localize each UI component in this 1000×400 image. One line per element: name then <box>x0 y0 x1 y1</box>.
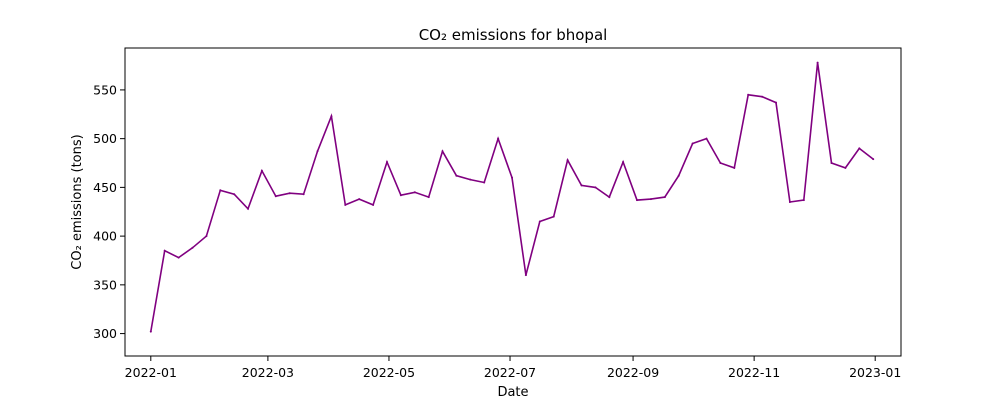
data-point <box>524 274 527 277</box>
chart-title: CO₂ emissions for bhopal <box>419 26 608 44</box>
x-axis-label: Date <box>497 385 528 400</box>
series-line <box>150 62 874 332</box>
data-point <box>274 195 277 198</box>
y-tick-label: 350 <box>93 277 117 292</box>
data-point <box>511 176 513 179</box>
data-point <box>247 207 249 210</box>
data-point <box>233 193 236 196</box>
data-point <box>191 246 194 249</box>
y-axis-ticks: 300 350 400 450 500 550 <box>93 82 125 341</box>
data-point <box>816 61 819 64</box>
y-tick-label: 400 <box>93 229 117 244</box>
data-point <box>802 199 805 202</box>
data-points <box>149 61 875 333</box>
data-point <box>302 193 305 196</box>
data-point <box>260 169 263 172</box>
x-tick-label: 2023-01 <box>849 365 901 380</box>
x-tick-label: 2022-09 <box>607 365 659 380</box>
y-axis-label: CO₂ emissions (tons) <box>70 134 85 269</box>
x-tick-label: 2022-01 <box>125 365 177 380</box>
data-point <box>566 159 569 162</box>
data-point <box>872 158 875 161</box>
data-point <box>469 178 472 181</box>
data-point <box>205 235 208 238</box>
data-point <box>594 186 597 189</box>
data-point <box>858 147 861 150</box>
data-point <box>552 215 555 218</box>
data-point <box>691 142 694 145</box>
y-tick-label: 500 <box>93 131 117 146</box>
x-tick-label: 2022-07 <box>484 365 536 380</box>
data-point <box>177 256 180 259</box>
data-point <box>775 101 777 104</box>
data-point <box>219 189 222 192</box>
y-tick-label: 450 <box>93 180 117 195</box>
data-point <box>483 181 486 184</box>
data-point <box>608 196 611 199</box>
data-point <box>538 220 541 223</box>
data-point <box>747 93 750 96</box>
data-point <box>427 196 430 199</box>
data-point <box>788 201 791 203</box>
data-point <box>663 196 666 199</box>
data-point <box>288 192 291 195</box>
data-point <box>705 137 708 140</box>
data-point <box>719 162 722 164</box>
data-point <box>636 199 638 202</box>
plot-area: 2022-01 2022-03 2022-05 2022-07 2022-09 2022-… <box>93 47 902 380</box>
data-point <box>622 161 625 163</box>
x-tick-label: 2022-05 <box>363 365 415 380</box>
data-point <box>677 174 680 177</box>
data-point <box>399 194 402 197</box>
data-point <box>441 150 444 153</box>
data-point <box>330 115 333 118</box>
data-point <box>372 203 375 206</box>
data-point <box>163 249 166 252</box>
y-tick-label: 300 <box>93 326 117 341</box>
plot-frame <box>124 47 902 357</box>
x-tick-label: 2022-03 <box>242 365 294 380</box>
data-point <box>455 174 458 177</box>
y-tick-label: 550 <box>93 82 117 97</box>
data-point <box>316 150 319 153</box>
data-point <box>413 191 416 194</box>
data-point <box>344 203 347 206</box>
x-tick-label: 2022-11 <box>728 365 780 380</box>
data-point <box>149 330 152 333</box>
data-point <box>830 162 833 164</box>
data-point <box>358 198 361 201</box>
data-point <box>649 198 652 201</box>
data-point <box>844 166 847 169</box>
data-point <box>497 137 500 140</box>
data-point <box>733 166 736 169</box>
data-point <box>386 161 388 163</box>
data-point <box>761 95 764 98</box>
data-point <box>580 184 583 187</box>
x-axis-ticks: 2022-01 2022-03 2022-05 2022-07 2022-09 2022-… <box>125 356 901 380</box>
